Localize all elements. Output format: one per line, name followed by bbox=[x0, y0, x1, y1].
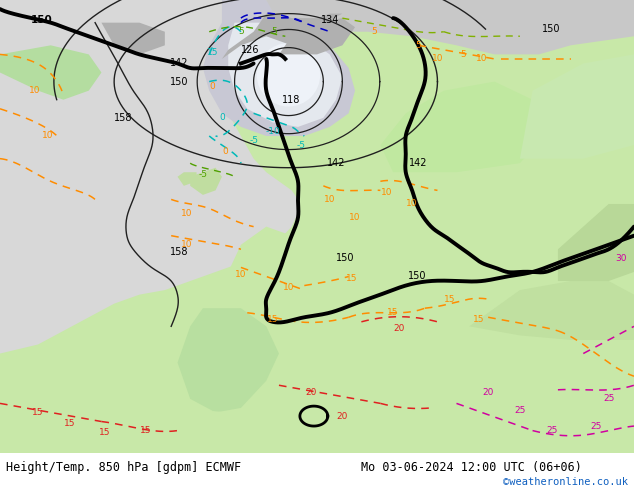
Text: 0: 0 bbox=[209, 82, 216, 91]
Polygon shape bbox=[469, 281, 634, 340]
Text: 150: 150 bbox=[408, 271, 427, 281]
Polygon shape bbox=[520, 54, 634, 159]
Text: 10: 10 bbox=[381, 188, 392, 197]
Text: 15: 15 bbox=[99, 428, 110, 438]
Polygon shape bbox=[203, 0, 355, 136]
Text: 10: 10 bbox=[324, 195, 335, 204]
Text: 5: 5 bbox=[415, 41, 422, 50]
Polygon shape bbox=[317, 281, 355, 363]
Text: 0: 0 bbox=[222, 147, 228, 156]
Polygon shape bbox=[0, 0, 298, 453]
Polygon shape bbox=[266, 0, 634, 54]
Ellipse shape bbox=[257, 43, 320, 106]
Text: 150: 150 bbox=[336, 253, 355, 263]
Text: -5: -5 bbox=[297, 141, 306, 149]
Text: 10: 10 bbox=[42, 131, 53, 141]
Text: 20: 20 bbox=[394, 324, 405, 333]
Text: 10: 10 bbox=[181, 209, 193, 218]
Text: 150: 150 bbox=[30, 15, 52, 25]
Text: 5: 5 bbox=[371, 27, 377, 36]
Text: 15: 15 bbox=[473, 315, 484, 324]
Polygon shape bbox=[178, 308, 279, 413]
Text: 15: 15 bbox=[32, 408, 44, 417]
Text: Height/Temp. 850 hPa [gdpm] ECMWF: Height/Temp. 850 hPa [gdpm] ECMWF bbox=[6, 462, 242, 474]
Polygon shape bbox=[178, 399, 634, 453]
Text: 150: 150 bbox=[169, 76, 188, 87]
Polygon shape bbox=[228, 226, 330, 308]
Text: 25: 25 bbox=[514, 406, 526, 415]
Text: 142: 142 bbox=[170, 58, 189, 69]
Polygon shape bbox=[279, 18, 355, 54]
Text: Mo 03-06-2024 12:00 UTC (06+06): Mo 03-06-2024 12:00 UTC (06+06) bbox=[361, 462, 582, 474]
Text: 10: 10 bbox=[181, 240, 193, 249]
Polygon shape bbox=[0, 46, 101, 99]
Polygon shape bbox=[228, 23, 342, 127]
Polygon shape bbox=[190, 168, 222, 195]
Polygon shape bbox=[380, 82, 545, 172]
Text: 15: 15 bbox=[207, 48, 218, 57]
Text: 142: 142 bbox=[409, 158, 428, 168]
Text: 25: 25 bbox=[546, 426, 557, 435]
Text: 5: 5 bbox=[460, 50, 466, 59]
Text: 10: 10 bbox=[283, 283, 294, 293]
Text: 10: 10 bbox=[406, 199, 418, 208]
Text: -10: -10 bbox=[265, 127, 280, 136]
Text: -5: -5 bbox=[198, 170, 207, 179]
Polygon shape bbox=[368, 281, 469, 371]
Text: 5: 5 bbox=[238, 27, 244, 36]
Text: 30: 30 bbox=[616, 254, 627, 263]
Text: 158: 158 bbox=[114, 113, 133, 123]
Text: 15: 15 bbox=[346, 274, 358, 283]
Text: 20: 20 bbox=[305, 388, 316, 396]
Text: 126: 126 bbox=[241, 45, 260, 55]
Text: 5: 5 bbox=[271, 27, 277, 36]
Text: 15: 15 bbox=[64, 419, 75, 428]
Text: 25: 25 bbox=[603, 394, 614, 403]
Text: -5: -5 bbox=[249, 136, 258, 145]
Text: 10: 10 bbox=[29, 86, 41, 95]
Polygon shape bbox=[178, 172, 197, 186]
Text: 118: 118 bbox=[283, 95, 301, 105]
Text: ©weatheronline.co.uk: ©weatheronline.co.uk bbox=[503, 477, 628, 487]
Text: 0: 0 bbox=[219, 113, 225, 122]
Polygon shape bbox=[558, 204, 634, 281]
Text: 10: 10 bbox=[432, 54, 443, 63]
Text: 15: 15 bbox=[444, 294, 456, 304]
Polygon shape bbox=[101, 23, 165, 54]
Text: 25: 25 bbox=[590, 421, 602, 431]
Polygon shape bbox=[222, 14, 342, 59]
Text: 10: 10 bbox=[476, 54, 488, 63]
Text: 15: 15 bbox=[140, 426, 152, 435]
Text: 134: 134 bbox=[321, 15, 339, 25]
Text: 10: 10 bbox=[235, 270, 247, 279]
Polygon shape bbox=[317, 159, 418, 249]
Text: 142: 142 bbox=[327, 158, 346, 168]
Text: 150: 150 bbox=[542, 24, 561, 34]
Text: 10: 10 bbox=[349, 213, 361, 222]
Text: 20: 20 bbox=[337, 413, 348, 421]
Text: 15: 15 bbox=[267, 315, 278, 324]
Text: 20: 20 bbox=[482, 388, 494, 396]
Text: 15: 15 bbox=[387, 308, 399, 317]
Text: 158: 158 bbox=[169, 246, 188, 257]
